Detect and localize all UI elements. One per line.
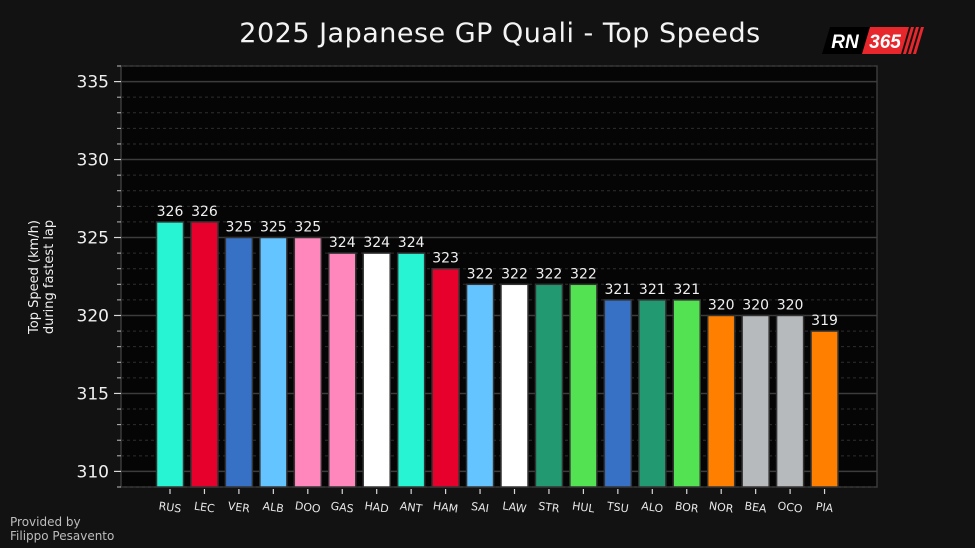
data-label: 324 — [329, 235, 356, 251]
data-label: 320 — [708, 297, 735, 313]
data-label: 324 — [363, 235, 390, 251]
x-axis-ticks: RUS LEC VER ALB DOO GAS HAD ANT HAM SAI LAW STR HUL T… — [158, 489, 835, 516]
bar-ver — [224, 236, 254, 488]
bar-doo — [293, 236, 323, 488]
logo-text-rn: RN — [831, 32, 860, 53]
rn365-logo: RN 365 — [822, 27, 924, 54]
data-label: 324 — [398, 235, 425, 251]
x-tick-label: ALO — [640, 500, 664, 516]
data-label: 325 — [294, 220, 321, 236]
data-label: 326 — [191, 204, 218, 220]
data-label: 325 — [226, 220, 253, 236]
logo-text-365: 365 — [869, 32, 901, 53]
bar-str — [534, 283, 564, 488]
x-tick-label: TSU — [605, 499, 629, 515]
data-label: 322 — [536, 266, 563, 282]
bar-law — [500, 283, 529, 488]
credit-line-2: Filippo Pesavento — [10, 529, 115, 543]
bar-lec — [190, 221, 219, 488]
y-axis-ticks: 310 315 320 325 330 335 — [77, 65, 121, 488]
x-tick-label: HAM — [432, 499, 459, 515]
bar-gas — [328, 252, 357, 488]
x-tick-label: NOR — [708, 499, 734, 515]
logo-stripe — [913, 27, 924, 54]
x-tick-label: PIA — [815, 500, 835, 515]
data-label: 321 — [639, 282, 666, 298]
bars: 326 326 325 325 325 324 324 324 323 322 322 322 322 3… — [155, 204, 839, 488]
data-label: 321 — [673, 282, 700, 298]
bar-had — [362, 252, 391, 488]
x-tick-label: HAD — [364, 499, 390, 515]
x-tick-label: STR — [537, 500, 560, 516]
logo-stripe — [903, 27, 914, 54]
x-tick-label: SAI — [470, 500, 490, 515]
y-tick-label: 315 — [77, 384, 109, 404]
y-tick-label: 330 — [77, 151, 109, 171]
data-label: 320 — [742, 297, 769, 313]
x-tick-label: OCO — [777, 499, 804, 515]
data-label: 319 — [811, 313, 838, 329]
bar-sai — [465, 283, 495, 488]
data-label: 321 — [604, 282, 631, 298]
x-tick-label: BOR — [674, 499, 700, 515]
bar-rus — [155, 221, 185, 488]
x-tick-label: LAW — [502, 499, 528, 515]
y-tick-label: 335 — [77, 73, 109, 93]
bar-nor — [706, 314, 736, 488]
bar-oco — [775, 314, 805, 488]
data-label: 323 — [432, 251, 459, 267]
chart-title: 2025 Japanese GP Quali - Top Speeds — [239, 18, 761, 49]
y-tick-label: 325 — [77, 229, 109, 249]
bar-pia — [810, 330, 839, 488]
bar-tsu — [603, 299, 633, 488]
bar-bea — [741, 314, 770, 488]
data-label: 325 — [260, 220, 287, 236]
bar-bor — [672, 299, 701, 488]
x-tick-label: BEA — [744, 500, 768, 516]
x-tick-label: VER — [227, 500, 251, 516]
x-tick-label: ANT — [399, 499, 423, 515]
data-label: 322 — [467, 266, 494, 282]
x-tick-label: ALB — [262, 500, 285, 516]
y-tick-label: 310 — [77, 462, 109, 482]
x-tick-label: LEC — [193, 500, 216, 516]
bar-ant — [396, 252, 426, 488]
data-label: 322 — [501, 266, 528, 282]
x-tick-label: DOO — [294, 499, 322, 516]
bar-alo — [638, 299, 667, 488]
y-tick-label: 320 — [77, 306, 109, 326]
data-label: 320 — [777, 297, 804, 313]
data-label: 326 — [157, 204, 184, 220]
credit-line-1: Provided by — [10, 515, 81, 529]
data-label: 322 — [570, 266, 597, 282]
credit-text: Provided by Filippo Pesavento — [10, 515, 114, 543]
bar-hul — [569, 283, 598, 488]
logo-stripe — [908, 27, 919, 54]
x-tick-label: RUS — [158, 499, 182, 515]
bar-ham — [431, 267, 460, 488]
logo-black-block — [822, 27, 870, 54]
bar-alb — [259, 236, 288, 488]
logo-red-block — [862, 27, 909, 54]
x-tick-label: HUL — [571, 499, 596, 515]
x-tick-label: GAS — [330, 499, 355, 515]
